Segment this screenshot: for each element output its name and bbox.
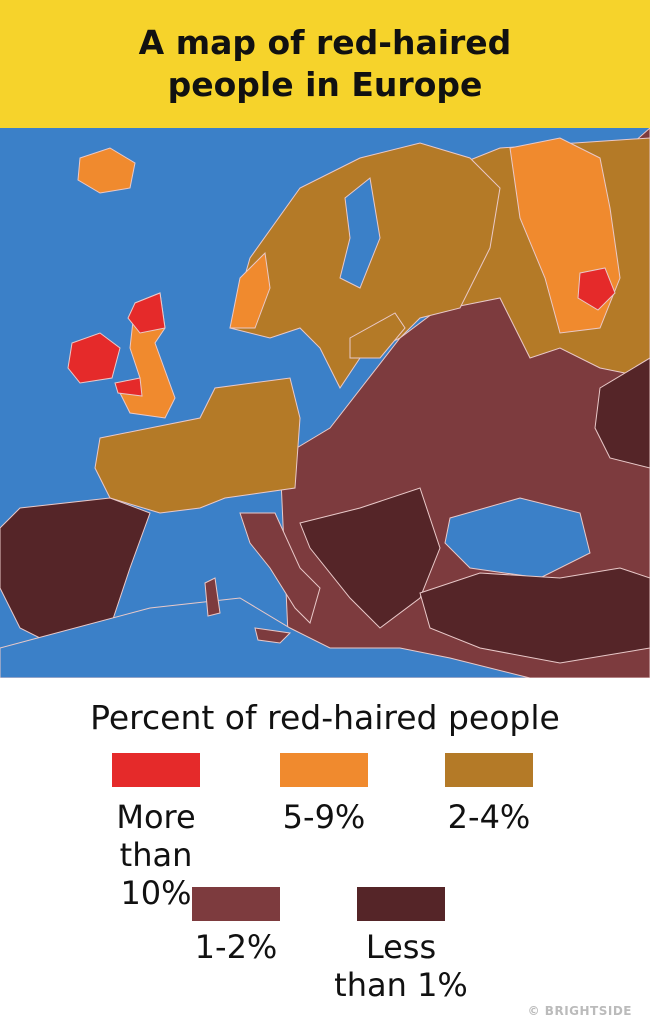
legend-swatch [192, 887, 280, 921]
legend-label: Less than 1% [334, 928, 468, 1004]
legend-label: 2-4% [447, 798, 531, 836]
legend-title: Percent of red-haired people [90, 698, 560, 737]
legend-swatch [445, 753, 533, 787]
map [0, 128, 650, 678]
legend-label: 1-2% [194, 928, 278, 966]
legend-label: More than 10% [116, 798, 196, 912]
legend-swatch [280, 753, 368, 787]
legend-swatch [357, 887, 445, 921]
credit: © BRIGHTSIDE [527, 1004, 632, 1018]
title: A map of red-haired people in Europe [138, 23, 512, 104]
legend-swatch [112, 753, 200, 787]
legend-label: 5-9% [282, 798, 366, 836]
header: A map of red-haired people in Europe [0, 0, 650, 128]
